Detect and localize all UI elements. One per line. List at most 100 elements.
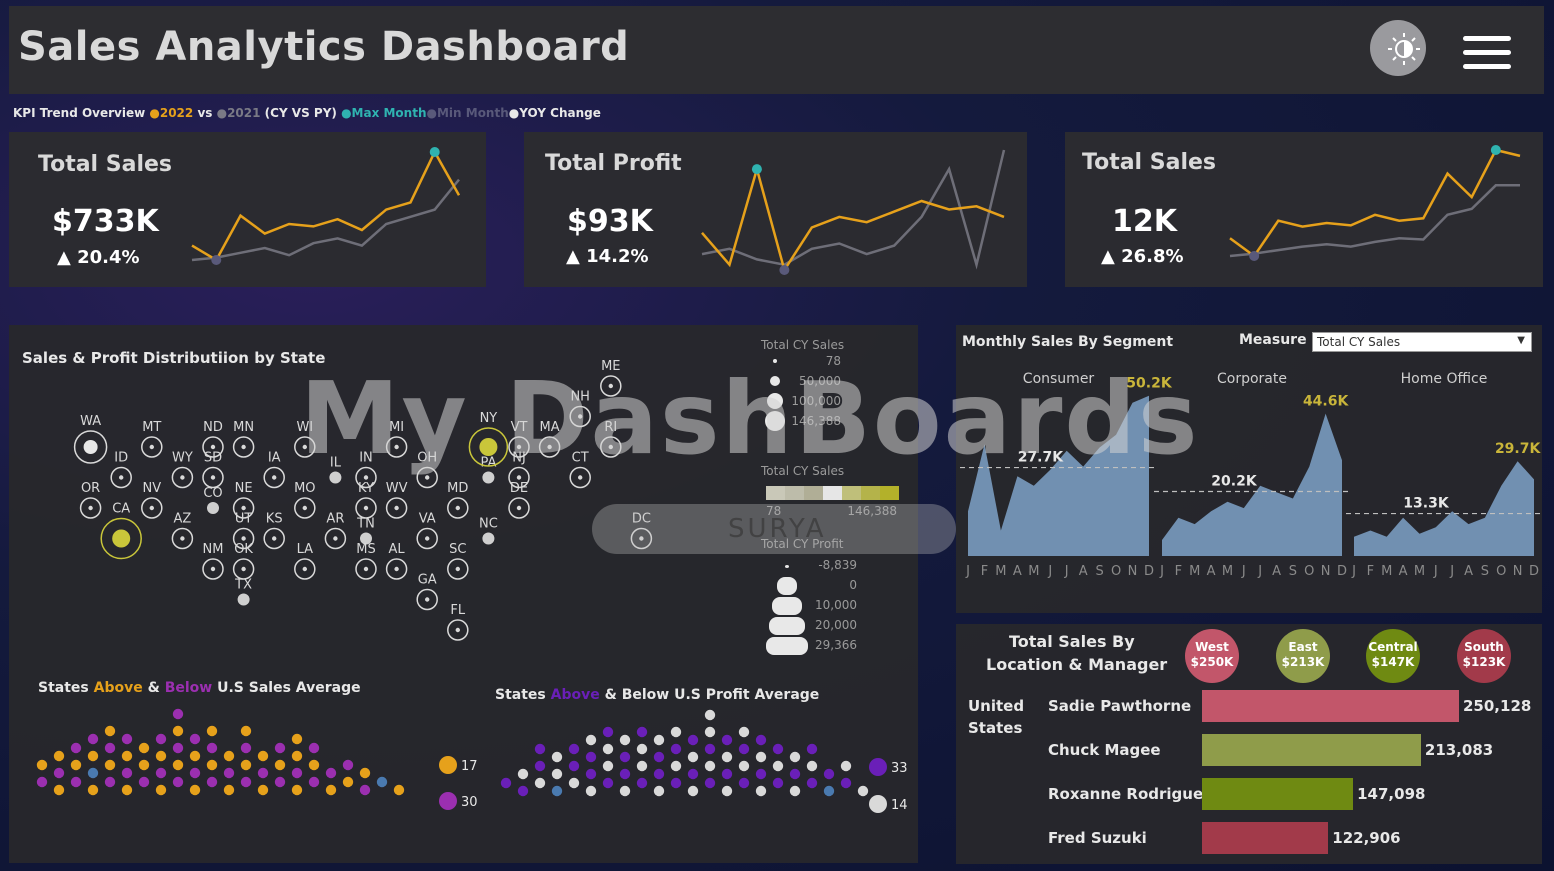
- state-dot[interactable]: [840, 777, 852, 789]
- state-dot[interactable]: [206, 776, 218, 788]
- state-marker-tn[interactable]: TN: [356, 517, 375, 545]
- state-dot[interactable]: [308, 776, 320, 788]
- state-dot[interactable]: [823, 768, 835, 780]
- state-dot[interactable]: [857, 785, 869, 797]
- state-dot[interactable]: [738, 743, 750, 755]
- state-marker-fl[interactable]: FL: [447, 603, 469, 641]
- state-marker-co[interactable]: CO: [203, 486, 223, 514]
- state-dot[interactable]: [653, 768, 665, 780]
- state-dot[interactable]: [840, 760, 852, 772]
- region-badge-central[interactable]: Central $147K: [1366, 629, 1420, 683]
- state-marker-md[interactable]: MD: [447, 481, 469, 519]
- min-month-point[interactable]: [779, 265, 790, 275]
- state-dot[interactable]: [308, 759, 320, 771]
- state-marker-ky[interactable]: KY: [355, 481, 377, 519]
- state-marker-la[interactable]: LA: [294, 542, 316, 580]
- theme-toggle-button[interactable]: [1370, 20, 1426, 76]
- state-marker-il[interactable]: IL: [329, 456, 342, 484]
- state-dot[interactable]: [585, 785, 597, 797]
- state-dot[interactable]: [206, 742, 218, 754]
- state-dot[interactable]: [240, 776, 252, 788]
- state-dot[interactable]: [359, 767, 371, 779]
- state-dot[interactable]: [619, 751, 631, 763]
- state-dot[interactable]: [172, 776, 184, 788]
- state-dot[interactable]: [704, 760, 716, 772]
- state-marker-mn[interactable]: MN: [232, 420, 255, 458]
- state-marker-mi[interactable]: MI: [385, 420, 408, 458]
- state-marker-oh[interactable]: OH: [416, 451, 438, 489]
- state-dot[interactable]: [789, 768, 801, 780]
- state-dot[interactable]: [257, 767, 269, 779]
- state-dot[interactable]: [376, 776, 388, 788]
- state-marker-in[interactable]: IN: [355, 451, 377, 489]
- state-dot[interactable]: [568, 777, 580, 789]
- state-marker-wv[interactable]: WV: [386, 481, 408, 519]
- state-marker-ny[interactable]: NY: [468, 411, 509, 467]
- state-dot[interactable]: [172, 725, 184, 737]
- state-marker-dc[interactable]: DC: [630, 512, 653, 550]
- state-dot[interactable]: [223, 750, 235, 762]
- state-dot[interactable]: [87, 784, 99, 796]
- state-dot[interactable]: [274, 742, 286, 754]
- state-dot[interactable]: [772, 760, 784, 772]
- hamburger-menu-icon[interactable]: [1463, 36, 1511, 72]
- state-marker-de[interactable]: DE: [508, 481, 530, 519]
- state-marker-nc[interactable]: NC: [479, 517, 498, 545]
- state-marker-al[interactable]: AL: [385, 542, 408, 580]
- manager-bar[interactable]: [1202, 778, 1354, 810]
- state-marker-ca[interactable]: CA: [100, 502, 142, 560]
- state-dot[interactable]: [121, 733, 133, 745]
- state-dot[interactable]: [104, 776, 116, 788]
- state-marker-wi[interactable]: WI: [294, 420, 316, 458]
- state-dot[interactable]: [121, 750, 133, 762]
- state-dot[interactable]: [551, 751, 563, 763]
- state-marker-az[interactable]: AZ: [171, 512, 194, 550]
- state-dot[interactable]: [738, 777, 750, 789]
- state-dot[interactable]: [342, 776, 354, 788]
- state-marker-nv[interactable]: NV: [141, 481, 163, 519]
- state-dot[interactable]: [206, 725, 218, 737]
- state-dot[interactable]: [653, 751, 665, 763]
- state-dot[interactable]: [636, 760, 648, 772]
- state-dot[interactable]: [653, 785, 665, 797]
- state-dot[interactable]: [87, 750, 99, 762]
- state-marker-ga[interactable]: GA: [416, 573, 438, 611]
- state-dot[interactable]: [172, 708, 184, 720]
- state-marker-nd[interactable]: ND: [202, 420, 224, 458]
- area-series[interactable]: [1162, 413, 1342, 556]
- state-dot[interactable]: [806, 743, 818, 755]
- state-dot[interactable]: [619, 768, 631, 780]
- state-dot[interactable]: [534, 743, 546, 755]
- state-dot[interactable]: [189, 750, 201, 762]
- state-dot[interactable]: [104, 742, 116, 754]
- state-dot[interactable]: [585, 734, 597, 746]
- state-marker-sd[interactable]: SD: [202, 451, 224, 489]
- max-month-point[interactable]: [429, 147, 440, 157]
- state-dot[interactable]: [517, 768, 529, 780]
- state-dot[interactable]: [223, 784, 235, 796]
- state-dot[interactable]: [325, 784, 337, 796]
- state-marker-sc[interactable]: SC: [447, 542, 469, 580]
- state-dot[interactable]: [602, 726, 614, 738]
- state-dot[interactable]: [602, 777, 614, 789]
- state-dot[interactable]: [636, 743, 648, 755]
- state-dot[interactable]: [721, 785, 733, 797]
- region-badge-west[interactable]: West $250K: [1185, 629, 1239, 683]
- state-marker-ms[interactable]: MS: [355, 542, 377, 580]
- max-month-point[interactable]: [1490, 145, 1501, 155]
- state-marker-tx[interactable]: TX: [234, 578, 252, 606]
- state-marker-ut[interactable]: UT: [232, 512, 255, 550]
- state-dot[interactable]: [670, 726, 682, 738]
- state-marker-va[interactable]: VA: [416, 512, 438, 550]
- state-dot[interactable]: [70, 776, 82, 788]
- state-dot[interactable]: [585, 768, 597, 780]
- state-dot[interactable]: [789, 751, 801, 763]
- state-dot[interactable]: [53, 750, 65, 762]
- state-dot[interactable]: [704, 726, 716, 738]
- state-dot[interactable]: [517, 785, 529, 797]
- state-dot[interactable]: [789, 785, 801, 797]
- state-dot[interactable]: [291, 750, 303, 762]
- state-dot[interactable]: [121, 767, 133, 779]
- state-dot[interactable]: [53, 784, 65, 796]
- state-dot[interactable]: [619, 734, 631, 746]
